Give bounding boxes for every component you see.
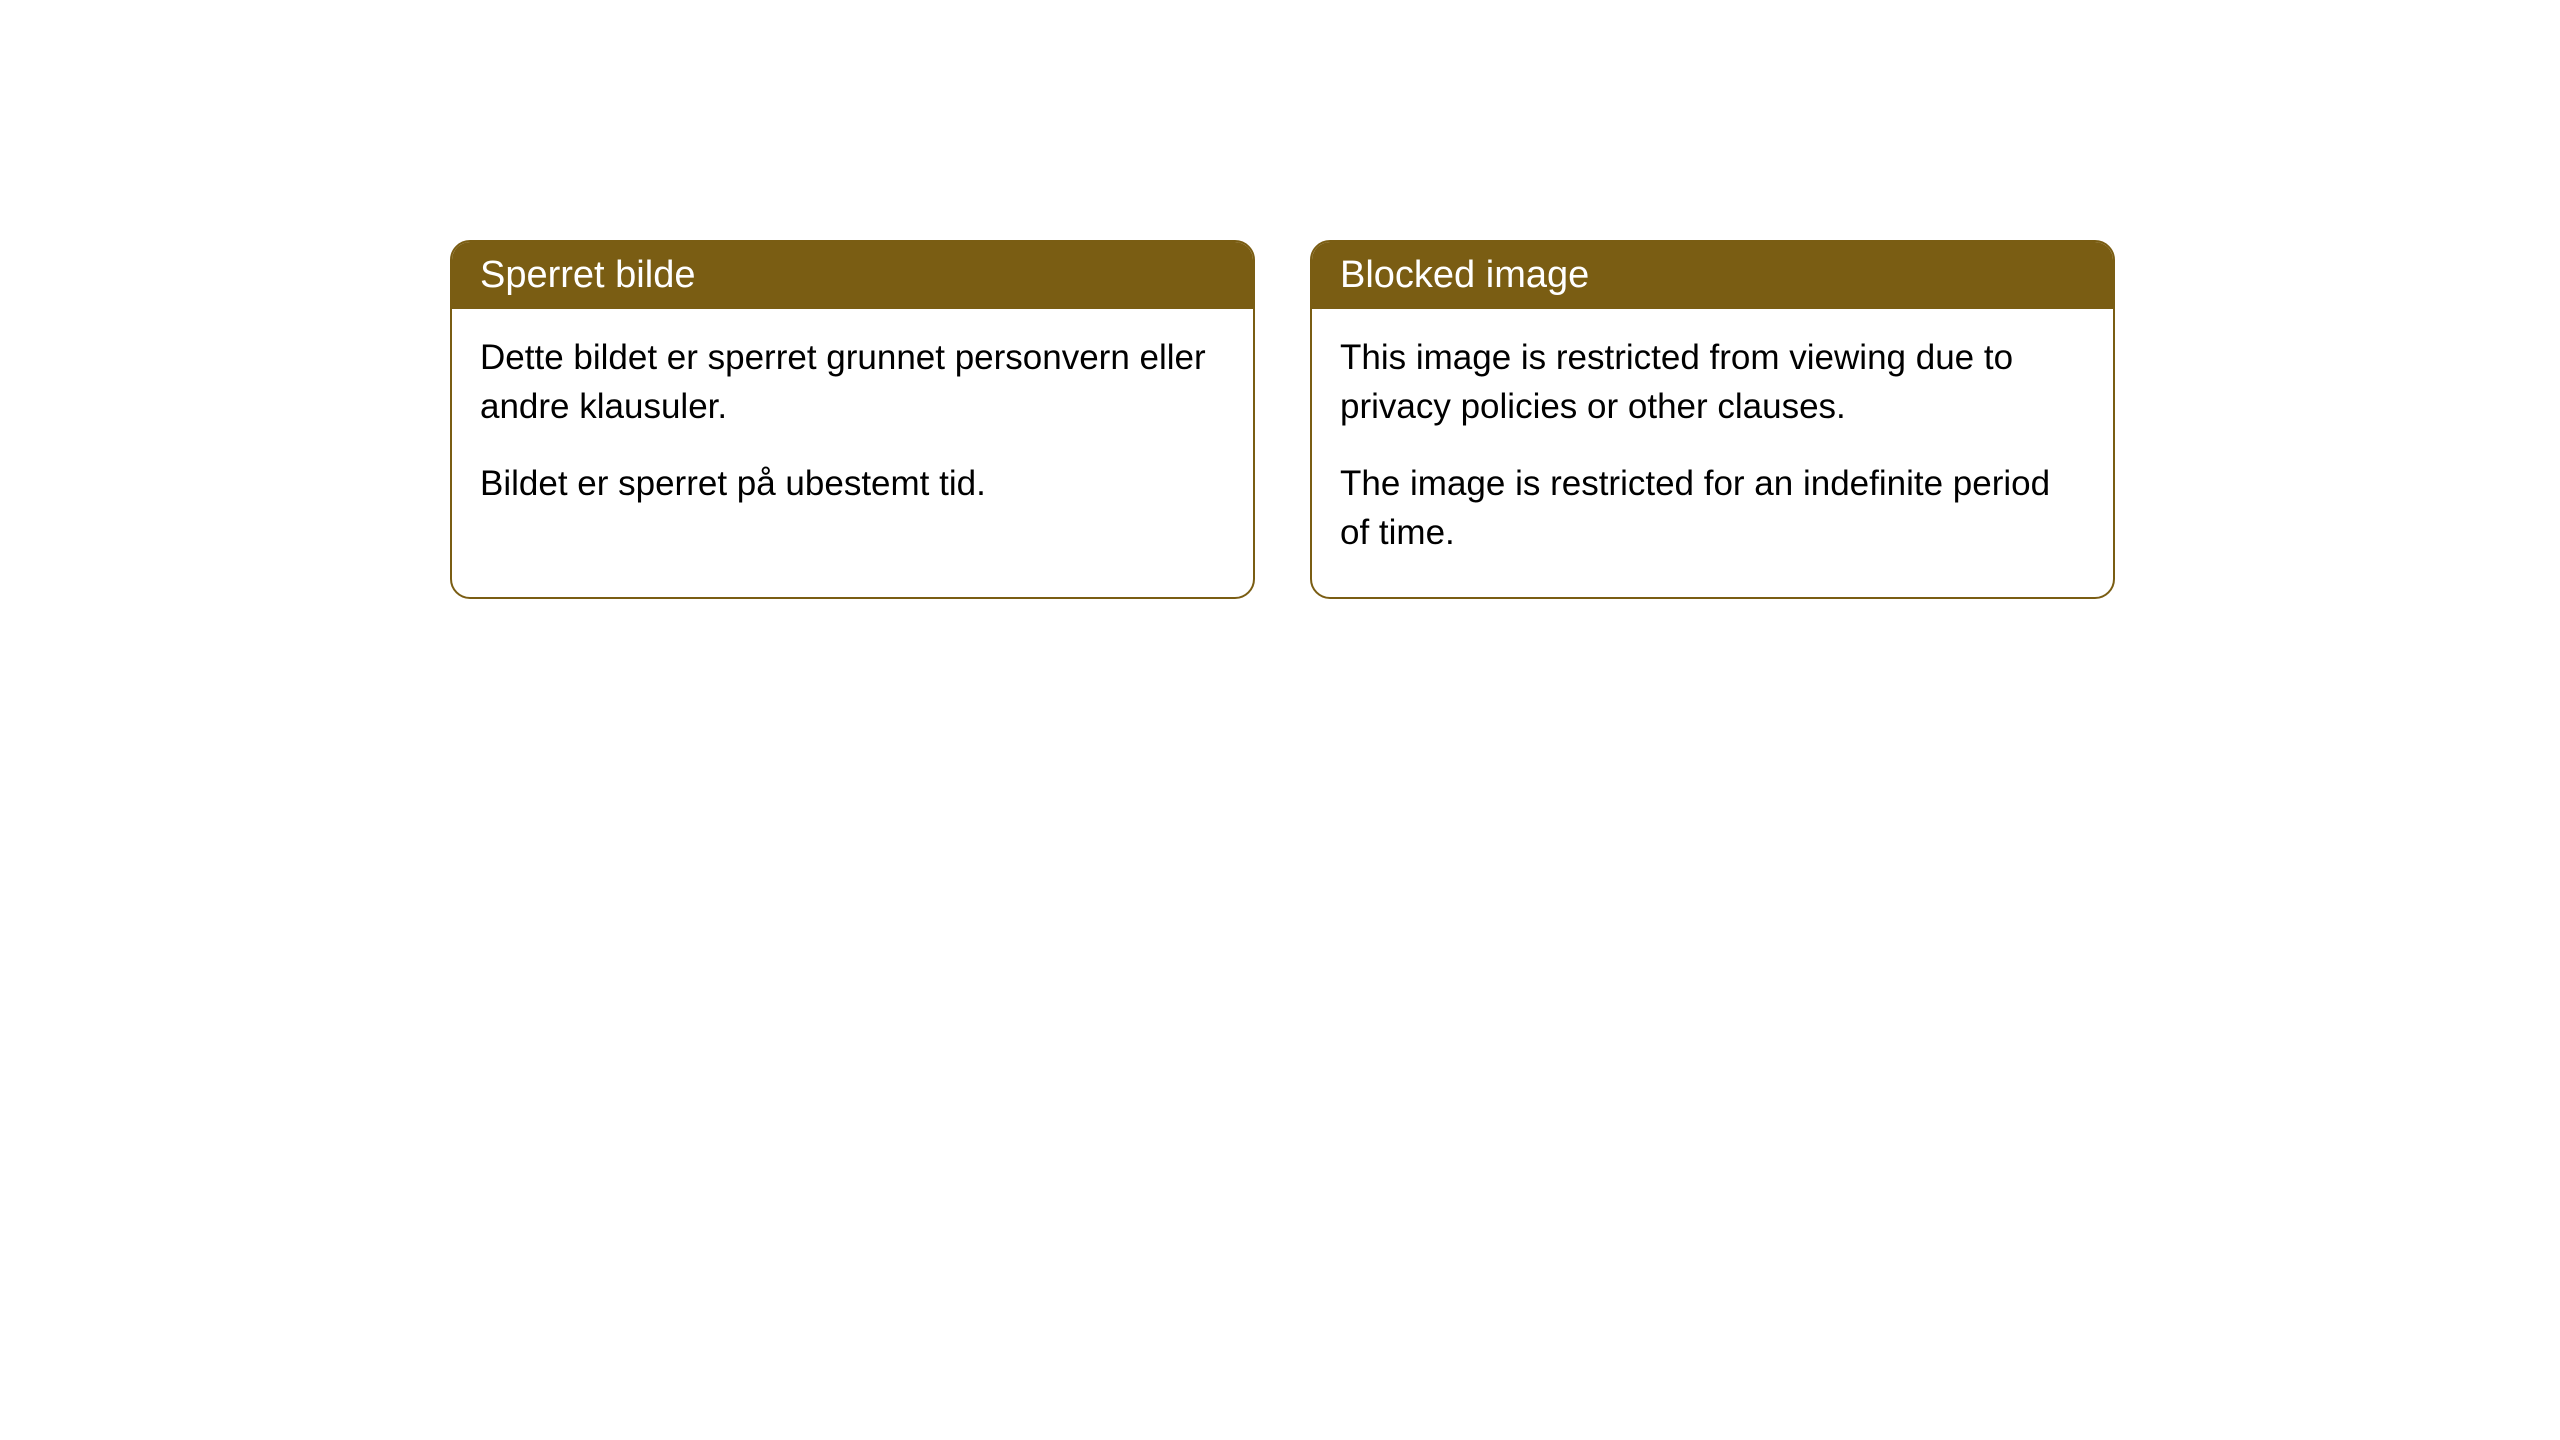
notice-body: Dette bildet er sperret grunnet personve… [452,309,1253,548]
notice-paragraph: Bildet er sperret på ubestemt tid. [480,459,1225,508]
notice-card-english: Blocked image This image is restricted f… [1310,240,2115,599]
notice-paragraph: This image is restricted from viewing du… [1340,333,2085,431]
notice-container: Sperret bilde Dette bildet er sperret gr… [450,240,2115,599]
notice-paragraph: Dette bildet er sperret grunnet personve… [480,333,1225,431]
notice-body: This image is restricted from viewing du… [1312,309,2113,597]
notice-card-norwegian: Sperret bilde Dette bildet er sperret gr… [450,240,1255,599]
notice-header: Sperret bilde [452,242,1253,309]
notice-paragraph: The image is restricted for an indefinit… [1340,459,2085,557]
notice-title: Sperret bilde [480,254,695,296]
notice-title: Blocked image [1340,254,1589,296]
notice-header: Blocked image [1312,242,2113,309]
